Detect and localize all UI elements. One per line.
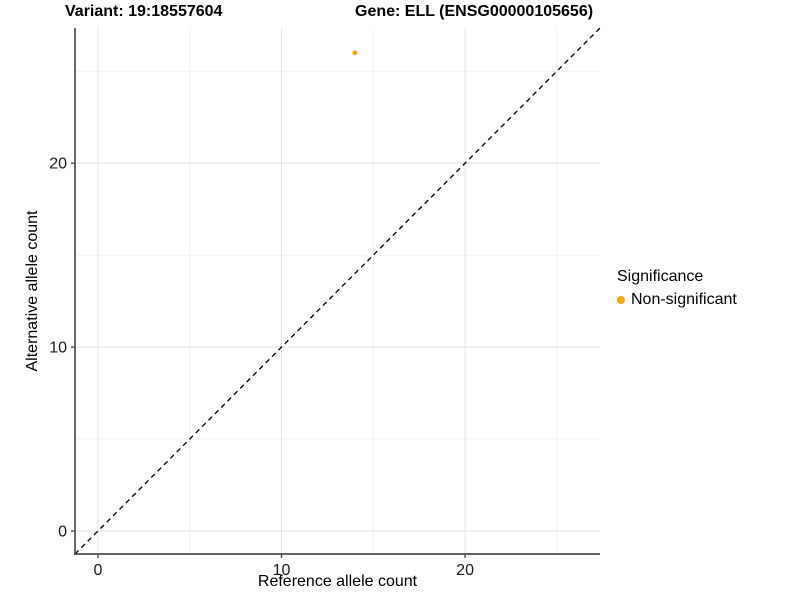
legend: Significance Non-significant — [617, 268, 737, 309]
x-axis-title: Reference allele count — [257, 573, 418, 590]
legend-item: Non-significant — [617, 291, 737, 309]
legend-title: Significance — [617, 268, 704, 285]
legend-point-icon — [617, 296, 625, 304]
y-axis-title: Alternative allele count — [24, 210, 41, 372]
identity-line — [74, 27, 601, 555]
plot-title-variant: Variant: 19:18557604 — [65, 3, 223, 20]
plot-title-gene: Gene: ELL (ENSG00000105656) — [355, 3, 594, 20]
x-tick-label: 10 — [273, 562, 291, 579]
legend-items: Non-significant — [617, 291, 737, 309]
y-tick-label: 20 — [49, 156, 67, 173]
x-tick-label: 0 — [93, 562, 102, 579]
y-tick-label: 10 — [49, 340, 67, 357]
x-tick-label: 20 — [456, 562, 474, 579]
legend-item-label: Non-significant — [631, 291, 737, 308]
data-point — [352, 50, 358, 56]
y-tick-label: 0 — [58, 524, 67, 541]
